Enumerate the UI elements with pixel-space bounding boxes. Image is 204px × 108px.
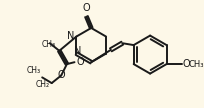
Text: N: N [73,46,81,56]
Text: O: O [82,3,90,13]
Text: O: O [76,57,84,67]
Text: CH₃: CH₃ [188,60,203,69]
Text: CH₂: CH₂ [35,80,50,90]
Text: CH₃: CH₃ [42,40,56,49]
Text: O: O [57,71,65,80]
Text: N: N [67,31,74,41]
Text: O: O [181,59,189,69]
Text: CH₃: CH₃ [27,67,41,75]
